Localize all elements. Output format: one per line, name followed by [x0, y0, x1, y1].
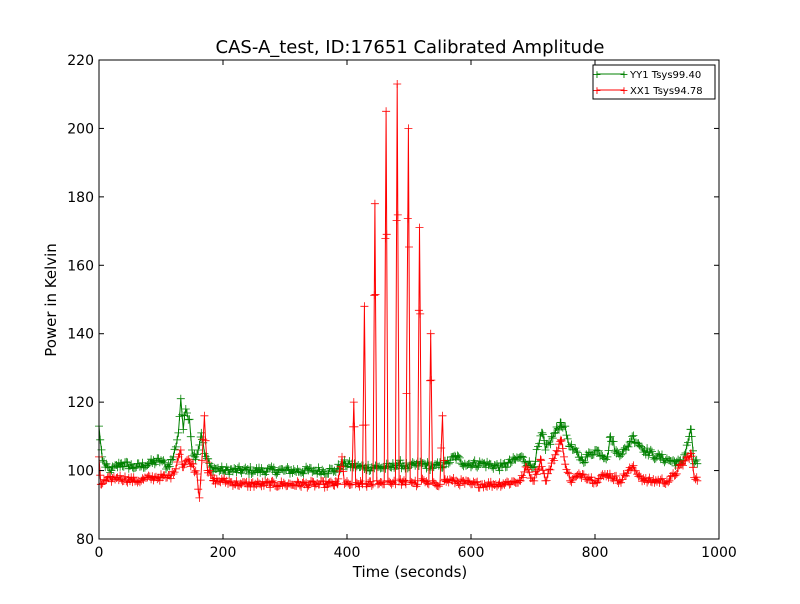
x-axis: 0 200 400 600 800 1000: [95, 60, 737, 561]
y-tick-label: 200: [67, 121, 94, 137]
y-axis: 80 100 120 140 160 180 200 220: [67, 53, 719, 548]
legend-label-xx1: XX1 Tsys94.78: [630, 86, 703, 97]
x-tick-label: 800: [582, 545, 609, 561]
legend-marker: +: [592, 68, 601, 81]
y-tick-label: 140: [67, 327, 94, 343]
x-tick-label: 600: [458, 545, 485, 561]
y-tick-label: 120: [67, 395, 94, 411]
plot-frame: [98, 59, 720, 540]
x-tick-label: 200: [210, 545, 237, 561]
legend-marker: +: [619, 68, 628, 81]
x-tick-label: 0: [95, 545, 104, 561]
y-tick-label: 160: [67, 258, 94, 274]
plot-area: 0 200 400 600 800 1000 80 100 120 140 160 180 200 22…: [67, 53, 737, 561]
legend-label-yy1: YY1 Tsys99.40: [629, 70, 701, 81]
y-tick-label: 220: [67, 53, 94, 69]
legend-entry-xx1: + + XX1 Tsys94.78: [592, 84, 702, 97]
legend-entry-yy1: + + YY1 Tsys99.40: [592, 68, 701, 81]
y-tick-label: 100: [67, 464, 94, 480]
x-tick-label: 1000: [701, 545, 737, 561]
x-tick-label: 400: [334, 545, 361, 561]
chart-title: CAS-A_test, ID:17651 Calibrated Amplitud…: [216, 37, 605, 58]
x-axis-label: Time (seconds): [352, 563, 468, 581]
y-tick-label: 180: [67, 190, 94, 206]
legend-box: [592, 64, 716, 100]
y-tick-label: 80: [76, 532, 94, 548]
legend-marker: +: [619, 84, 628, 97]
legend: + + YY1 Tsys99.40 + + XX1 Tsys94.78: [592, 64, 716, 100]
y-axis-label: Power in Kelvin: [42, 243, 60, 357]
legend-marker: +: [592, 84, 601, 97]
